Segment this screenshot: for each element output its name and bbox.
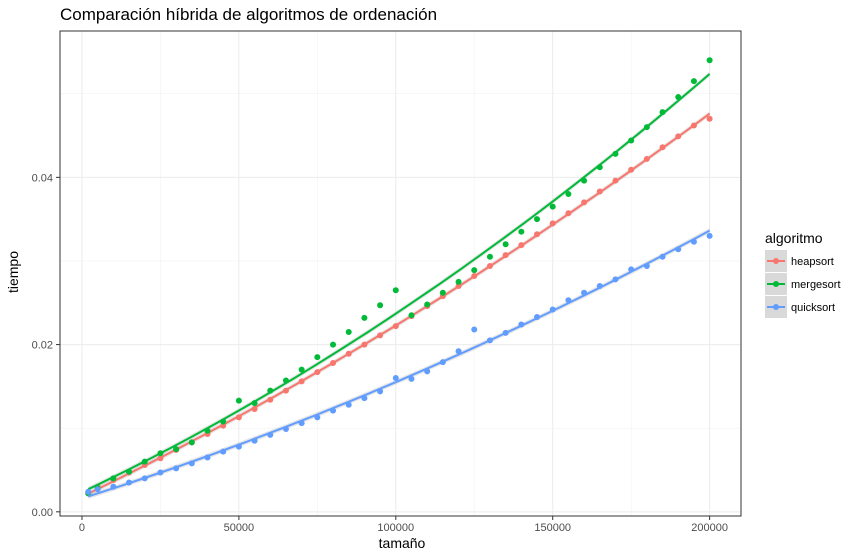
point-mergesort (690, 78, 697, 85)
y-axis-title: tiempo (5, 251, 21, 293)
point-quicksort (408, 375, 415, 382)
point-mergesort (314, 354, 321, 361)
legend-label: mergesort (791, 279, 841, 291)
point-mergesort (439, 289, 446, 296)
y-tick-label: 0.04 (32, 172, 53, 184)
point-quicksort (94, 486, 101, 493)
point-mergesort (235, 397, 242, 404)
point-mergesort (392, 287, 399, 294)
x-tick-label: 100000 (377, 522, 414, 534)
x-tick-label: 50000 (224, 522, 255, 534)
point-mergesort (424, 301, 431, 308)
point-mergesort (471, 267, 478, 274)
smooth-line-quicksort (87, 229, 711, 498)
x-axis-title: tamaño (379, 535, 426, 551)
chart-title: Comparación híbrida de algoritmos de ord… (60, 5, 437, 24)
point-quicksort (471, 326, 478, 333)
point-mergesort (486, 253, 493, 260)
plot-area: 0 50000 100000 150000 200000 0.00 0.02 0.04 (32, 30, 742, 534)
smooth-line-mergesort (87, 73, 711, 491)
point-mergesort (518, 228, 525, 235)
point-mergesort (173, 446, 180, 453)
legend-label: heapsort (791, 256, 834, 268)
point-mergesort (408, 312, 415, 319)
y-tick-label: 0.02 (32, 340, 53, 352)
point-mergesort (188, 439, 195, 446)
point-mergesort (298, 366, 305, 373)
point-mergesort (502, 241, 509, 248)
point-quicksort (706, 232, 713, 239)
legend-label: quicksort (791, 302, 835, 314)
point-mergesort (549, 203, 556, 210)
legend-key-point (773, 281, 779, 287)
x-tick-label: 200000 (691, 522, 728, 534)
point-mergesort (377, 302, 384, 309)
point-mergesort (706, 57, 713, 64)
point-mergesort (534, 216, 541, 223)
legend-title: algoritmo (765, 230, 823, 246)
point-mergesort (361, 314, 368, 321)
point-quicksort (392, 375, 399, 382)
legend-key-point (773, 258, 779, 264)
plot-background (60, 31, 741, 516)
x-tick-label: 150000 (534, 522, 571, 534)
point-mergesort (565, 191, 572, 198)
point-quicksort (455, 348, 462, 355)
point-mergesort (345, 329, 352, 336)
y-tick-label: 0.00 (32, 507, 53, 519)
x-tick-label: 0 (79, 522, 85, 534)
plot-border (59, 30, 742, 517)
legend-item-heapsort: heapsort (765, 250, 834, 272)
point-mergesort (455, 278, 462, 285)
point-quicksort (85, 488, 92, 495)
point-mergesort (330, 341, 337, 348)
legend-item-mergesort: mergesort (765, 273, 841, 295)
legend-key-point (773, 304, 779, 310)
point-heapsort (706, 115, 713, 122)
legend: algoritmo heapsort mergesort quicksort (765, 230, 841, 318)
legend-item-quicksort: quicksort (765, 296, 835, 318)
